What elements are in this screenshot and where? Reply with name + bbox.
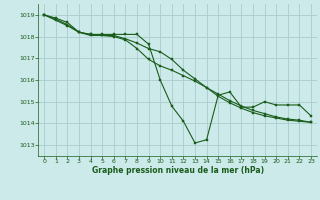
- X-axis label: Graphe pression niveau de la mer (hPa): Graphe pression niveau de la mer (hPa): [92, 166, 264, 175]
